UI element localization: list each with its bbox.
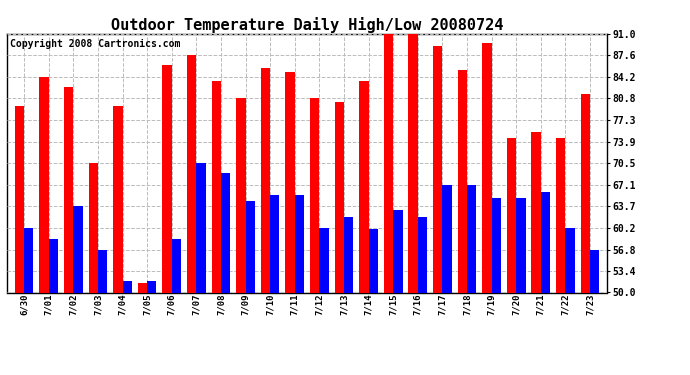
Bar <box>590 250 600 292</box>
Bar <box>295 195 304 292</box>
Bar <box>442 184 452 292</box>
Bar <box>24 228 34 292</box>
Bar <box>359 81 368 292</box>
Bar <box>138 283 147 292</box>
Text: Copyright 2008 Cartronics.com: Copyright 2008 Cartronics.com <box>10 39 180 49</box>
Bar <box>14 106 24 292</box>
Bar <box>556 138 565 292</box>
Bar <box>88 163 98 292</box>
Bar <box>433 46 442 292</box>
Bar <box>261 69 270 292</box>
Bar <box>39 76 49 292</box>
Bar <box>393 210 402 292</box>
Bar <box>221 172 230 292</box>
Bar <box>368 230 378 292</box>
Bar <box>98 250 107 292</box>
Bar <box>187 55 197 292</box>
Bar <box>344 217 353 292</box>
Bar <box>417 217 427 292</box>
Bar <box>73 206 83 292</box>
Title: Outdoor Temperature Daily High/Low 20080724: Outdoor Temperature Daily High/Low 20080… <box>111 16 503 33</box>
Bar <box>236 98 246 292</box>
Bar <box>482 43 491 292</box>
Bar <box>172 239 181 292</box>
Bar <box>64 87 73 292</box>
Bar <box>467 184 476 292</box>
Bar <box>162 65 172 292</box>
Bar <box>457 70 467 292</box>
Bar <box>49 239 58 292</box>
Bar <box>246 201 255 292</box>
Bar <box>335 102 344 292</box>
Bar <box>580 94 590 292</box>
Bar <box>147 281 157 292</box>
Bar <box>384 34 393 292</box>
Bar <box>491 198 501 292</box>
Bar <box>286 72 295 292</box>
Bar <box>270 195 279 292</box>
Bar <box>212 81 221 292</box>
Bar <box>319 228 328 292</box>
Bar <box>541 192 550 292</box>
Bar <box>310 98 319 292</box>
Bar <box>113 106 123 292</box>
Bar <box>565 228 575 292</box>
Bar <box>197 163 206 292</box>
Bar <box>123 281 132 292</box>
Bar <box>516 198 526 292</box>
Bar <box>507 138 516 292</box>
Bar <box>408 34 417 292</box>
Bar <box>531 132 541 292</box>
